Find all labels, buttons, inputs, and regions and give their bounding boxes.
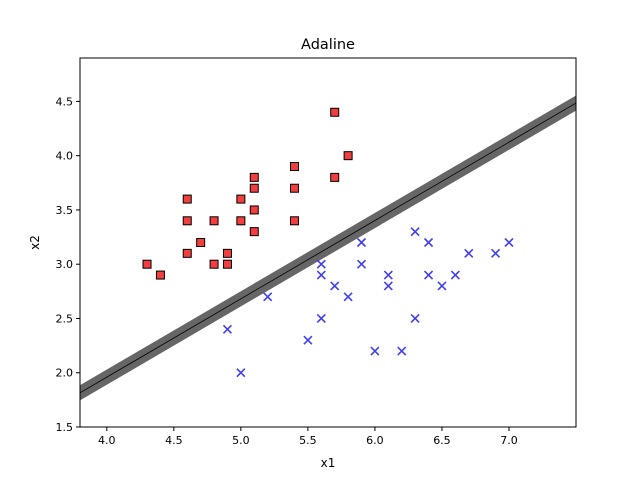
data-point (343, 151, 353, 161)
data-point (316, 270, 326, 280)
data-point (397, 346, 407, 356)
data-point (437, 281, 447, 291)
data-point (236, 194, 246, 204)
x-tick-label: 5.5 (299, 434, 317, 447)
plot-frame (79, 57, 577, 428)
data-point (504, 237, 514, 248)
data-point (423, 270, 434, 280)
x-tick-label: 6.0 (366, 434, 384, 447)
data-point (182, 216, 192, 226)
data-point (330, 281, 340, 291)
x-axis-label: x1 (321, 456, 336, 470)
data-point (343, 292, 353, 302)
data-point (249, 227, 259, 237)
y-axis-label: x2 (28, 235, 42, 250)
data-point (383, 270, 393, 280)
y-axis-ticks: 1.5 2.0 2.5 3.0 3.5 4.0 4.5 (56, 95, 80, 434)
series-2 (222, 227, 514, 378)
chart-title: Adaline (301, 37, 355, 53)
data-point (423, 237, 434, 248)
y-tick-label: 4.0 (56, 150, 74, 163)
data-point (316, 313, 326, 324)
x-tick-label: 6.5 (433, 434, 451, 447)
plot-area (80, 95, 576, 401)
data-point (370, 346, 380, 356)
data-point (182, 248, 192, 258)
plot-content (80, 95, 576, 401)
data-point (142, 259, 152, 269)
data-point (464, 248, 474, 258)
data-point (236, 216, 246, 226)
data-point (491, 248, 501, 258)
data-point (316, 259, 326, 269)
data-point (196, 238, 206, 247)
series-1 (142, 107, 353, 280)
data-point (249, 205, 259, 215)
data-point (222, 248, 232, 258)
data-point (330, 172, 340, 182)
data-point (209, 259, 219, 269)
data-point (289, 162, 299, 172)
data-point (209, 216, 219, 226)
data-point (330, 107, 340, 117)
y-tick-label: 2.0 (56, 367, 74, 380)
y-tick-label: 3.0 (56, 258, 74, 271)
data-point (383, 281, 393, 291)
data-point (182, 194, 192, 204)
data-point (263, 292, 273, 302)
y-tick-label: 2.5 (56, 312, 74, 325)
x-axis-ticks: 4.0 4.5 5.0 5.5 6.0 6.5 7.0 (98, 427, 518, 447)
y-tick-label: 4.5 (56, 95, 74, 108)
data-point (356, 259, 367, 269)
data-point (450, 270, 460, 280)
data-point (289, 216, 299, 226)
data-point (356, 237, 367, 248)
decision-boundary-line (80, 102, 576, 394)
data-point (410, 227, 420, 237)
data-point (303, 335, 313, 345)
x-tick-label: 4.5 (165, 434, 183, 447)
data-point (410, 313, 420, 324)
y-tick-label: 1.5 (56, 421, 74, 434)
data-point (249, 172, 259, 182)
data-point (236, 368, 246, 378)
data-point (249, 183, 259, 193)
x-tick-label: 5.0 (232, 434, 250, 447)
data-point (222, 259, 232, 269)
data-point (222, 324, 233, 334)
x-tick-label: 7.0 (500, 434, 518, 447)
data-point (155, 270, 165, 280)
data-point (289, 183, 299, 193)
y-tick-label: 3.5 (56, 204, 74, 217)
x-tick-label: 4.0 (98, 434, 116, 447)
